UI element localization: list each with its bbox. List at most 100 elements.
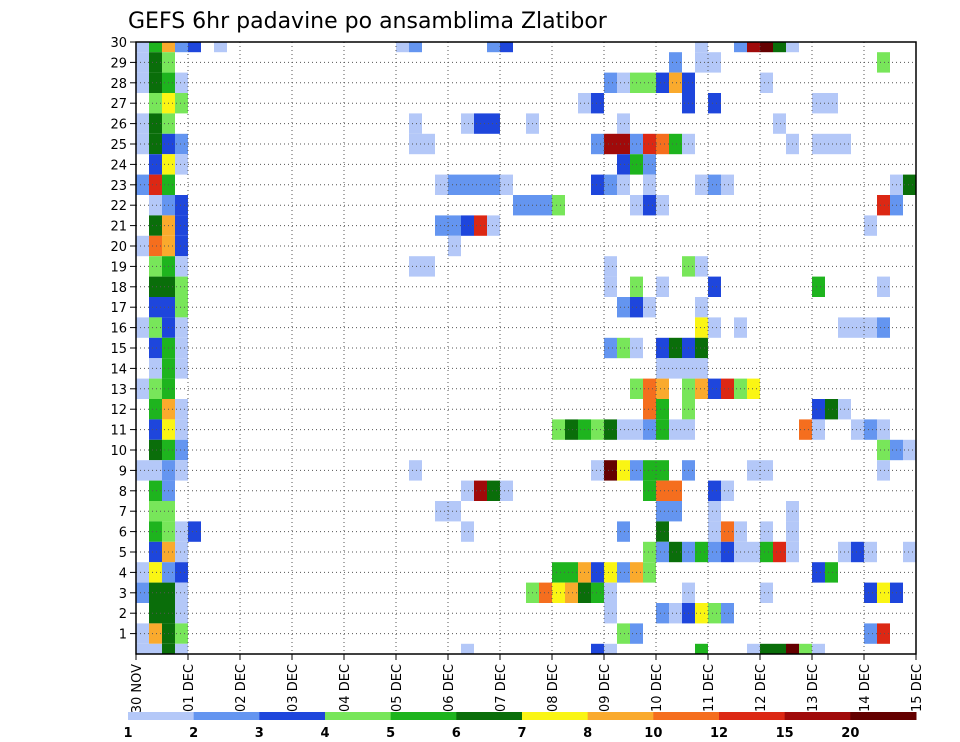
heatmap-cell — [591, 419, 604, 440]
heatmap-cell — [760, 460, 773, 481]
colorbar-segment — [259, 712, 326, 720]
heatmap-cell — [721, 521, 734, 542]
heatmap-cell — [149, 399, 162, 420]
heatmap-cell — [825, 133, 838, 155]
heatmap-cell — [695, 42, 708, 53]
heatmap-cell — [604, 174, 617, 195]
heatmap-cell — [656, 603, 669, 624]
heatmap-cell — [136, 582, 149, 603]
heatmap-cell — [149, 378, 162, 399]
y-tick-label: 8 — [119, 485, 127, 500]
colorbar-segment — [653, 712, 720, 720]
heatmap-cell — [435, 174, 448, 195]
heatmap-cell — [656, 399, 669, 420]
heatmap-cell — [656, 337, 669, 359]
heatmap-cell — [461, 113, 474, 134]
heatmap-cell — [812, 643, 825, 654]
heatmap-cell — [136, 562, 149, 583]
colorbar-segment — [587, 712, 654, 720]
heatmap-cell — [149, 643, 162, 654]
heatmap-cell — [175, 276, 188, 297]
colorbar-label: 7 — [517, 726, 526, 741]
heatmap-cell — [695, 174, 708, 195]
colorbar-label: 3 — [255, 726, 264, 741]
heatmap-cell — [760, 582, 773, 603]
colorbar-label: 20 — [841, 726, 859, 741]
colorbar-label: 8 — [583, 726, 592, 741]
heatmap-cell — [487, 42, 500, 53]
y-tick-label: 19 — [110, 260, 127, 275]
heatmap-cell — [149, 174, 162, 195]
heatmap-cell — [877, 439, 890, 461]
heatmap-cell — [136, 235, 149, 257]
heatmap-cell — [591, 133, 604, 155]
heatmap-cell — [825, 93, 838, 114]
heatmap-cell — [175, 562, 188, 583]
heatmap-cell — [864, 541, 877, 563]
heatmap-cell — [643, 541, 656, 563]
y-tick-label: 18 — [110, 281, 127, 296]
heatmap-cell — [656, 460, 669, 481]
heatmap-cell — [565, 582, 578, 603]
heatmap-cell — [604, 256, 617, 277]
colorbar-label: 2 — [189, 726, 198, 741]
heatmap-cell — [149, 72, 162, 93]
heatmap-cell — [656, 133, 669, 155]
heatmap-cell — [552, 419, 565, 440]
heatmap-cell — [604, 582, 617, 603]
heatmap-cell — [149, 480, 162, 501]
heatmap-cell — [604, 419, 617, 440]
x-tick-label: 14 DEC — [858, 664, 873, 712]
heatmap-cell — [669, 501, 682, 522]
heatmap-cell — [643, 72, 656, 93]
heatmap-cell — [656, 276, 669, 297]
heatmap-cell — [617, 72, 630, 93]
heatmap-cell — [149, 623, 162, 644]
heatmap-cell — [591, 174, 604, 195]
y-tick-label: 3 — [119, 587, 127, 602]
heatmap-cell — [175, 215, 188, 236]
heatmap-cell — [617, 623, 630, 644]
heatmap-cells — [136, 42, 916, 654]
heatmap-cell — [864, 623, 877, 644]
heatmap-cell — [643, 133, 656, 155]
x-tick-label: 09 DEC — [598, 664, 613, 712]
y-tick-label: 5 — [119, 546, 127, 561]
y-tick-label: 13 — [110, 383, 127, 398]
heatmap-cell — [708, 501, 721, 522]
y-tick-label: 20 — [110, 240, 127, 255]
heatmap-cell — [851, 541, 864, 563]
heatmap-cell — [435, 501, 448, 522]
heatmap-cell — [149, 582, 162, 603]
heatmap-cell — [591, 643, 604, 654]
heatmap-cell — [175, 623, 188, 644]
heatmap-cell — [617, 419, 630, 440]
x-tick-label: 30 NOV — [130, 664, 145, 713]
heatmap-cell — [175, 317, 188, 338]
x-tick-label: 04 DEC — [338, 664, 353, 712]
heatmap-cell — [591, 460, 604, 481]
heatmap-cell — [669, 337, 682, 359]
y-tick-label: 25 — [110, 138, 127, 153]
x-tick-label: 10 DEC — [650, 664, 665, 712]
heatmap-cell — [175, 541, 188, 563]
heatmap-cell — [149, 541, 162, 563]
heatmap-cell — [773, 643, 786, 654]
heatmap-cell — [877, 460, 890, 481]
heatmap-cell — [812, 419, 825, 440]
heatmap-cell — [617, 521, 630, 542]
heatmap-cell — [149, 52, 162, 73]
heatmap-cell — [825, 399, 838, 420]
colorbar-segment — [850, 712, 917, 720]
heatmap-cell — [136, 133, 149, 155]
y-tick-label: 16 — [110, 322, 127, 337]
heatmap-cell — [643, 399, 656, 420]
heatmap-cell — [487, 113, 500, 134]
heatmap-cell — [708, 52, 721, 73]
y-tick-label: 15 — [110, 342, 127, 357]
heatmap-cell — [604, 337, 617, 359]
heatmap-cell — [786, 42, 799, 53]
chart-title: GEFS 6hr padavine po ansamblima Zlatibor — [128, 9, 608, 34]
heatmap-cell — [604, 643, 617, 654]
heatmap-cell — [695, 358, 708, 379]
